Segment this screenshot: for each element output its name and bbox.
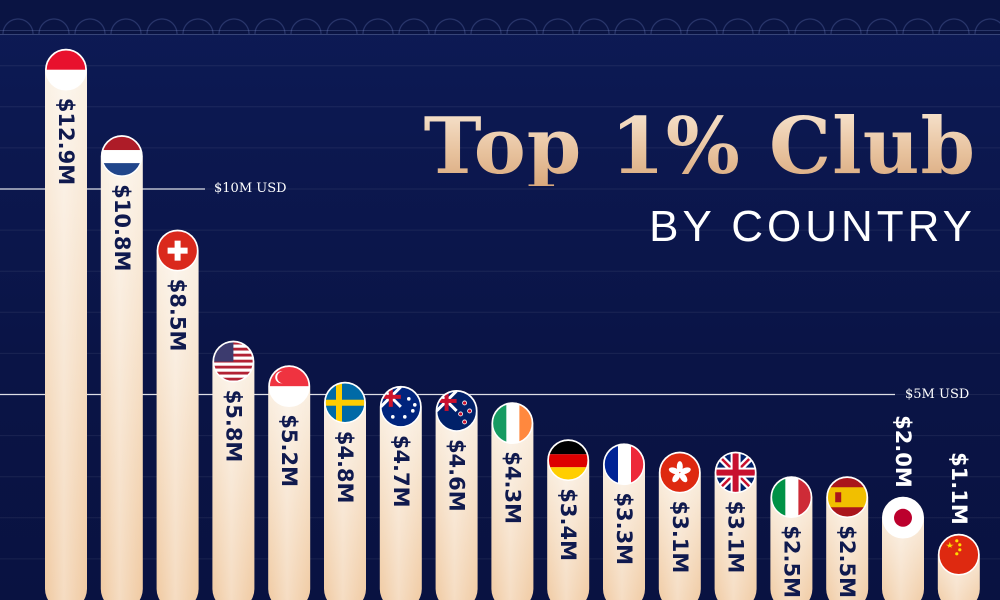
bar-sheen [212,340,255,600]
bar-sheen [435,389,478,600]
bar-sheen [268,365,311,600]
data-label: $10.8M [110,184,134,271]
bar-group: $2.5M [770,476,813,600]
bar-sheen [45,48,87,600]
monaco-flag-icon [45,49,87,91]
data-label: $4.3M [500,451,524,524]
data-label: $5.8M [221,390,245,463]
data-label: $3.4M [556,488,580,561]
data-label: $1.1M [947,452,971,525]
data-label: $2.0M [891,415,915,488]
bar-group: $3.1M [658,451,701,600]
bar-group: $5.2M [268,365,311,600]
switzerland-flag-icon [156,229,199,272]
bar-group: $3.4M [547,439,590,600]
bar-group: $10.8M [100,135,143,600]
bar-group: $1.1M [937,452,980,600]
bar-sheen [324,381,366,600]
bar-sheen [156,229,199,600]
bar-sheen [547,439,590,600]
data-label: $3.3M [612,492,636,565]
spain-flag-icon [826,476,868,518]
usa-flag-icon [212,340,255,383]
data-label: $8.5M [166,279,190,352]
data-label: $4.6M [445,439,469,512]
uk-flag-icon [714,451,757,494]
italy-flag-icon [770,476,813,518]
germany-flag-icon [547,439,589,482]
australia-flag-icon [380,386,422,428]
chart-subtitle: BY COUNTRY [649,202,976,251]
bar-group: $2.0M [882,415,924,600]
decorative-border [0,0,1000,35]
bar-group: $8.5M [156,229,199,600]
bar-group: $12.9M [45,48,87,600]
reference-label-5m: $5M USD [905,387,970,402]
data-label: $3.1M [724,501,748,574]
bars: $12.9M $10.8M $8.5M $5.8M $5.2M $4.8M $4.7M $4.… [45,48,980,600]
bar-sheen [100,135,143,600]
bar-group: $3.3M [603,443,645,600]
data-label: $2.5M [779,525,803,598]
japan-flag-icon [882,497,924,539]
data-label: $4.7M [389,435,413,508]
new-zealand-flag-icon [435,390,478,432]
ireland-flag-icon [491,402,534,445]
bar-group: $4.8M [324,381,366,600]
bar-sheen [379,385,422,600]
chart-title: Top 1% Club [423,101,976,192]
hong-kong-flag-icon [659,451,701,494]
data-label: $12.9M [54,98,78,185]
bar-group: $4.3M [491,402,534,600]
sweden-flag-icon [324,381,366,424]
data-label: $2.5M [835,525,859,598]
bar-group: $3.1M [714,451,757,600]
bar-sheen [603,443,645,600]
reference-label-10m: $10M USD [214,181,287,196]
bar-group: $5.8M [212,340,255,600]
data-label: $3.1M [668,501,692,574]
bar-group: $4.7M [379,385,422,600]
bar-sheen [491,402,534,600]
bar-group: $2.5M [826,476,869,600]
data-label: $4.8M [333,431,357,504]
france-flag-icon [603,443,645,486]
title-block: Top 1% Club BY COUNTRY [424,108,976,252]
china-flag-icon [938,534,980,576]
netherlands-flag-icon [101,135,143,177]
bar-group: $4.6M [435,389,478,600]
data-label: $5.2M [277,414,301,487]
singapore-flag-icon [268,365,310,408]
